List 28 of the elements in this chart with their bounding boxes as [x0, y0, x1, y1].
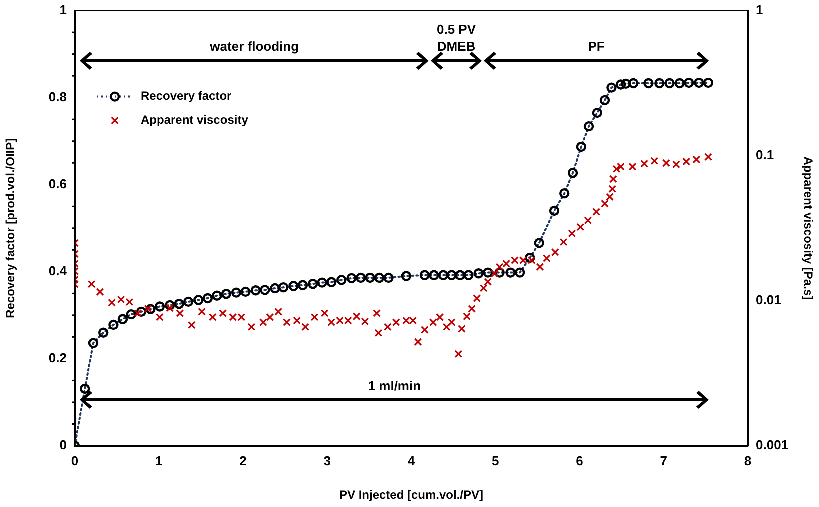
x-axis-title: PV Injected [cum.vol./PV]	[339, 488, 484, 502]
x-tick-label: 0	[71, 453, 79, 468]
x-tick-label: 1	[156, 453, 163, 468]
y2-tick-label: 0.01	[756, 292, 782, 308]
y2-tick-label: 0.1	[756, 147, 774, 162]
annotation: water flooding	[209, 38, 300, 54]
x-tick-label: 8	[744, 453, 752, 468]
annotation: PF	[588, 38, 605, 54]
x-tick-label: 4	[408, 453, 416, 468]
x-tick-label: 5	[492, 453, 500, 468]
x-tick-label: 6	[576, 453, 584, 468]
legend-label: Apparent viscosity	[141, 113, 249, 128]
y2-tick-label: 1	[756, 2, 764, 18]
y-tick-label: 0.6	[48, 176, 67, 192]
annotation: 1 ml/min	[368, 378, 422, 394]
y-tick-label: 0.4	[48, 264, 68, 278]
y-tick-label: 1	[60, 2, 67, 18]
legend-label: Recovery factor	[141, 89, 232, 104]
y-tick-label: 0.2	[48, 350, 67, 366]
y-axis-title: Recovery factor [prod.vol./OIIP]	[4, 138, 18, 318]
annotation: 0.5 PV DMEB	[436, 22, 476, 54]
x-tick-label: 2	[240, 453, 247, 468]
y-tick-label: 0	[60, 438, 67, 453]
y2-tick-label: 0.001	[756, 438, 789, 453]
y2-axis-title: Apparent viscosity [Pa.s]	[801, 156, 816, 300]
y-tick-label: 0.8	[48, 89, 67, 104]
x-tick-label: 7	[660, 453, 668, 468]
x-tick-label: 3	[324, 453, 331, 468]
